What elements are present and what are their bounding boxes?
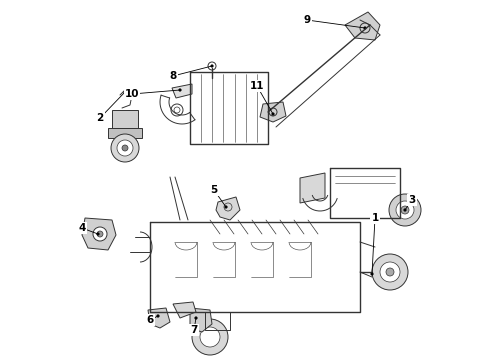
- Text: 5: 5: [210, 185, 218, 195]
- Polygon shape: [345, 12, 380, 40]
- Polygon shape: [300, 173, 325, 203]
- Circle shape: [122, 145, 128, 151]
- Circle shape: [200, 327, 220, 347]
- Polygon shape: [216, 197, 240, 220]
- Circle shape: [272, 113, 274, 115]
- Text: 2: 2: [97, 113, 103, 123]
- Polygon shape: [108, 128, 142, 138]
- Circle shape: [364, 27, 366, 29]
- Polygon shape: [260, 102, 286, 122]
- Circle shape: [192, 319, 228, 355]
- Circle shape: [371, 273, 373, 275]
- Circle shape: [93, 227, 107, 241]
- Polygon shape: [172, 84, 192, 98]
- Polygon shape: [148, 308, 170, 328]
- Circle shape: [380, 262, 400, 282]
- Polygon shape: [112, 110, 138, 128]
- Circle shape: [225, 206, 227, 208]
- Text: 4: 4: [78, 223, 86, 233]
- Circle shape: [117, 140, 133, 156]
- Text: 8: 8: [170, 71, 176, 81]
- Circle shape: [396, 201, 414, 219]
- Circle shape: [372, 254, 408, 290]
- Circle shape: [111, 134, 139, 162]
- Circle shape: [124, 91, 126, 93]
- Text: 10: 10: [125, 89, 139, 99]
- Text: 7: 7: [190, 325, 197, 335]
- Text: 3: 3: [408, 195, 416, 205]
- Circle shape: [97, 231, 103, 237]
- Text: 6: 6: [147, 315, 154, 325]
- Polygon shape: [173, 302, 196, 318]
- Polygon shape: [190, 308, 212, 332]
- Circle shape: [404, 209, 406, 211]
- Circle shape: [195, 317, 197, 319]
- Circle shape: [401, 206, 409, 214]
- Circle shape: [97, 233, 99, 235]
- Text: 9: 9: [303, 15, 311, 25]
- Polygon shape: [82, 218, 116, 250]
- Circle shape: [179, 89, 181, 91]
- Text: 1: 1: [371, 213, 379, 223]
- Circle shape: [211, 65, 213, 67]
- Circle shape: [386, 268, 394, 276]
- Text: 11: 11: [250, 81, 264, 91]
- Circle shape: [157, 315, 159, 317]
- Circle shape: [389, 194, 421, 226]
